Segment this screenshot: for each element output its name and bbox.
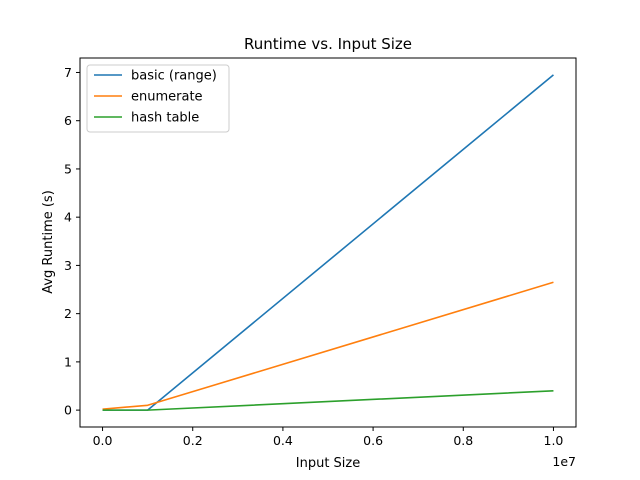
- series-line-1: [102, 281, 554, 410]
- legend-label-0: basic (range): [131, 69, 217, 84]
- legend: basic (range) enumerate hash table: [86, 64, 230, 133]
- y-axis: 0 1 2 3 4 5 6 7: [64, 65, 80, 418]
- x-tick-label: 1.0: [544, 433, 564, 448]
- x-tick-label: 0.6: [363, 433, 383, 448]
- x-offset-label: 1e7: [552, 454, 576, 469]
- y-tick-label: 6: [64, 113, 72, 128]
- y-tick-label: 5: [64, 161, 72, 176]
- y-tick-label: 4: [64, 210, 72, 225]
- plot-frame: [79, 57, 577, 428]
- x-axis-label: Input Size: [296, 456, 360, 471]
- y-tick-label: 0: [64, 403, 72, 418]
- series-line-2: [102, 390, 554, 411]
- y-tick-label: 3: [64, 258, 72, 273]
- y-tick-label: 7: [64, 65, 72, 80]
- x-tick-label: 0.4: [273, 433, 293, 448]
- y-axis-label: Avg Runtime (s): [41, 190, 56, 294]
- x-tick-label: 0.2: [183, 433, 203, 448]
- series-layer: [102, 74, 554, 411]
- legend-box: [86, 64, 230, 133]
- y-tick-label: 1: [64, 354, 72, 369]
- legend-label-1: enumerate: [131, 90, 203, 105]
- y-tick-label: 2: [64, 306, 72, 321]
- x-tick-label: 0.8: [453, 433, 473, 448]
- x-tick-label: 0.0: [93, 433, 113, 448]
- x-axis: 0.0 0.2 0.4 0.6 0.8 1.0: [93, 427, 564, 448]
- legend-label-2: hash table: [131, 111, 199, 126]
- chart-title: Runtime vs. Input Size: [244, 35, 412, 53]
